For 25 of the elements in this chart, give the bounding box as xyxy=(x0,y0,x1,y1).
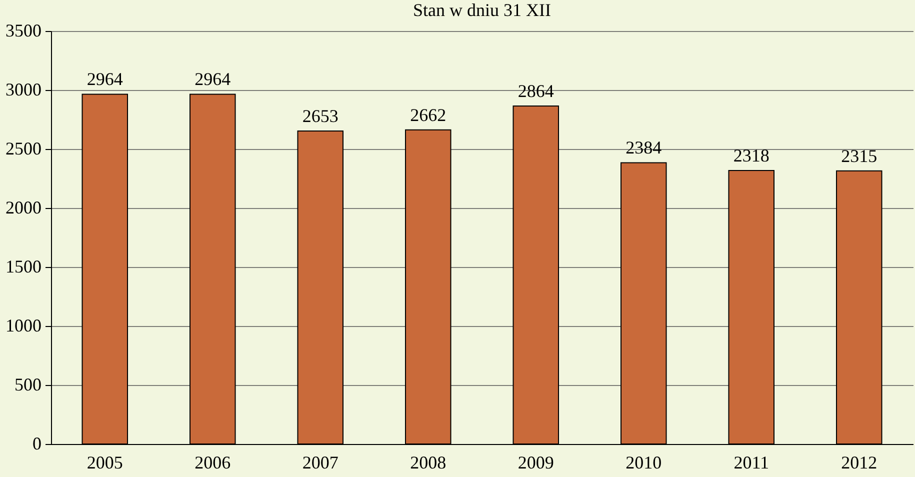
data-label: 2653 xyxy=(302,106,338,126)
y-tick-label: 2500 xyxy=(6,138,42,158)
data-label: 2864 xyxy=(518,81,554,102)
y-tick-label: 3000 xyxy=(6,80,42,100)
chart-title: Stan w dniu 31 XII xyxy=(413,0,551,20)
data-label: 2384 xyxy=(626,138,662,158)
x-tick-label: 2011 xyxy=(734,452,770,472)
x-tick-label: 2012 xyxy=(841,452,878,472)
y-tick-label: 0 xyxy=(32,434,42,454)
data-label: 2964 xyxy=(194,69,231,90)
x-tick-label: 2007 xyxy=(302,452,338,472)
x-tick-label: 2008 xyxy=(410,452,446,472)
data-label: 2318 xyxy=(733,145,770,166)
y-tick-label: 1500 xyxy=(6,256,42,276)
data-label: 2964 xyxy=(86,69,123,90)
data-label: 2315 xyxy=(841,146,878,166)
x-tick-label: 2006 xyxy=(194,452,231,472)
data-label: 2662 xyxy=(410,104,446,125)
x-tick-label: 2009 xyxy=(518,452,554,472)
y-tick-label: 2000 xyxy=(6,198,42,218)
y-tick-label: 500 xyxy=(14,374,42,394)
y-tick-label: 3500 xyxy=(6,20,42,40)
y-tick-label: 1000 xyxy=(6,316,42,336)
x-tick-label: 2010 xyxy=(626,452,662,472)
x-tick-label: 2005 xyxy=(86,452,123,472)
